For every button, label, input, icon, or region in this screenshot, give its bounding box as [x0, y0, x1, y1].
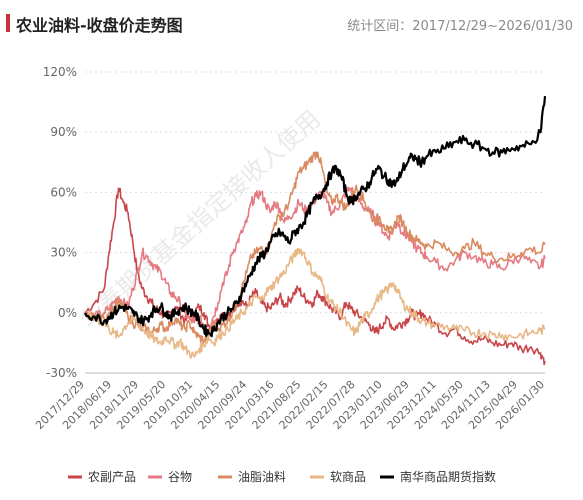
series-line — [84, 96, 547, 338]
legend-label: 谷物 — [168, 470, 192, 484]
x-axis: 2017/12/292018/06/192018/11/292019/05/20… — [33, 372, 547, 432]
y-tick-label: -30% — [46, 366, 77, 380]
y-tick-label: 0% — [58, 306, 77, 320]
legend: 农副产品 谷物 油脂油料 软商品 南华商品期货指数 — [68, 469, 496, 484]
series-line — [84, 247, 546, 359]
y-tick-label: 90% — [50, 125, 77, 139]
series-line — [84, 186, 546, 332]
series-line — [84, 187, 546, 366]
legend-label: 农副产品 — [88, 470, 136, 484]
legend-label: 软商品 — [330, 469, 366, 484]
legend-label: 油脂油料 — [238, 469, 286, 484]
y-tick-label: 60% — [50, 185, 77, 199]
legend-label: 南华商品期货指数 — [400, 469, 496, 484]
y-axis: -30% 0% 30% 60% 90% 120% — [43, 65, 77, 380]
stat-range: 统计区间：2017/12/29~2026/01/30 — [347, 19, 573, 34]
y-tick-label: 30% — [50, 246, 77, 260]
title-accent-bar — [6, 14, 10, 32]
series-lines — [84, 96, 547, 366]
series-line — [84, 151, 546, 345]
y-tick-label: 120% — [43, 65, 77, 79]
chart-title: 农业油料-收盘价走势图 — [16, 16, 183, 35]
